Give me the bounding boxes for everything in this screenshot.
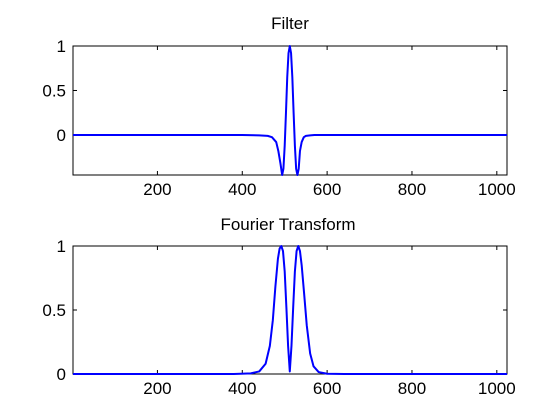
series-line: [73, 245, 507, 375]
chart-fourier-transform: Fourier Transform 200 400 600 800 1000 0 0.5 1: [42, 215, 515, 398]
y-tick-label: 0: [57, 126, 66, 145]
x-tick-label: 400: [228, 180, 256, 199]
y-tick-label: 1: [57, 37, 66, 56]
tick-group: 200 400 600 800 1000 0 0.5 1: [42, 237, 515, 398]
x-tick-label: 600: [313, 180, 341, 199]
y-tick-label: 1: [57, 237, 66, 256]
y-tick-label: 0: [57, 365, 66, 384]
axes-box: [72, 245, 508, 375]
axes-box: [72, 45, 508, 176]
x-tick-label: 800: [398, 379, 426, 398]
x-tick-label: 1000: [478, 379, 516, 398]
x-tick-label: 1000: [478, 180, 516, 199]
chart-title: Filter: [271, 14, 309, 33]
plot-area: [73, 45, 507, 176]
plot-area: [73, 245, 507, 375]
x-tick-label: 400: [228, 379, 256, 398]
chart-filter: Filter 200 400 600 800 1000 0 0.5 1: [42, 14, 515, 199]
chart-title: Fourier Transform: [220, 215, 355, 234]
tick-group: 200 400 600 800 1000 0 0.5 1: [42, 37, 515, 199]
series-line: [73, 45, 507, 176]
x-tick-label: 800: [398, 180, 426, 199]
x-tick-label: 200: [143, 180, 171, 199]
x-tick-label: 200: [143, 379, 171, 398]
x-tick-label: 600: [313, 379, 341, 398]
y-tick-label: 0.5: [42, 301, 66, 320]
y-tick-label: 0.5: [42, 81, 66, 100]
